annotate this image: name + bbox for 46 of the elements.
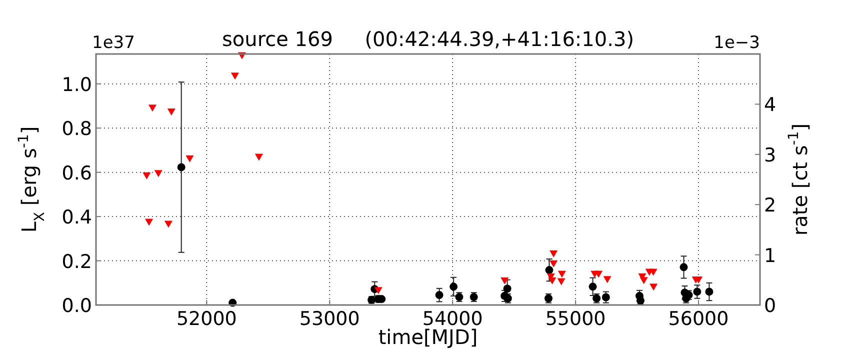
point: [148, 104, 156, 112]
y-tick-label: 0.4: [62, 206, 92, 229]
point: [167, 108, 176, 116]
x-tick-label: 53000: [299, 308, 360, 330]
point: [693, 288, 702, 296]
y2-tick-label: 2: [764, 194, 776, 217]
point: [594, 270, 603, 278]
point: [186, 155, 194, 162]
text: 1e37: [92, 33, 135, 53]
y2-tick-label: 3: [764, 144, 776, 166]
point: [177, 163, 186, 172]
point: [649, 268, 658, 276]
y-tick-label: 0.0: [62, 295, 92, 317]
point: [588, 282, 597, 291]
point: [602, 293, 610, 302]
point: [230, 72, 239, 80]
point: [164, 220, 172, 228]
chart-title: source 169 (00:42:44.39,+41:16:10.3): [222, 27, 634, 51]
point: [705, 288, 714, 296]
point: [435, 291, 444, 300]
point: [550, 260, 558, 268]
point: [548, 277, 556, 284]
point: [680, 263, 688, 272]
point: [450, 282, 458, 291]
point: [545, 266, 554, 274]
x-tick-label: 55000: [545, 308, 606, 330]
point: [550, 250, 558, 258]
text: 1e−3: [714, 33, 760, 53]
point: [144, 218, 153, 226]
y2-tick-label: 1: [764, 244, 776, 267]
y-tick-label: 0.2: [62, 250, 92, 273]
point: [154, 170, 162, 178]
y-tick-label: 1.0: [62, 74, 92, 96]
point: [640, 277, 648, 284]
point: [254, 154, 263, 161]
y-tick-label: 0.8: [62, 118, 92, 140]
point: [650, 284, 658, 291]
point: [142, 172, 151, 180]
y2-tick-label: 4: [764, 94, 776, 116]
point: [558, 270, 566, 278]
x-tick-label: 52000: [176, 308, 237, 330]
y2-tick-label: 0: [764, 295, 776, 317]
x-tick-label: 56000: [668, 308, 729, 330]
point: [557, 278, 566, 286]
y-tick-label: 0.6: [62, 162, 92, 184]
point: [603, 276, 612, 284]
